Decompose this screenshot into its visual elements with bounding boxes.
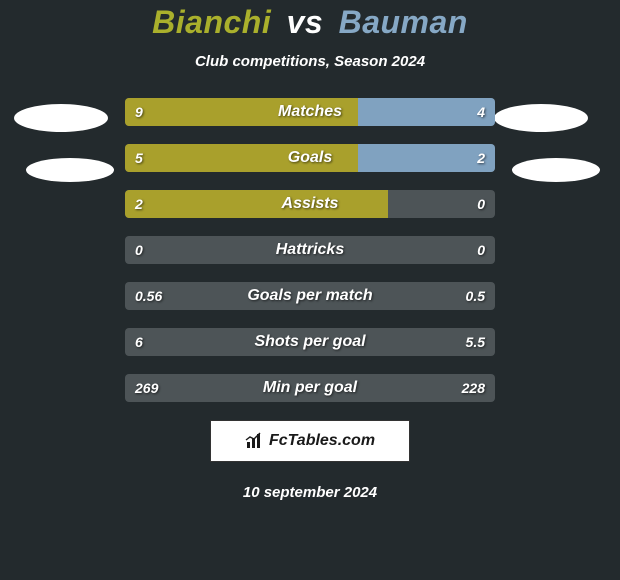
- stat-label: Shots per goal: [125, 328, 495, 356]
- title-player2: Bauman: [339, 4, 468, 40]
- chart-icon: [245, 432, 263, 450]
- decorative-ellipse: [26, 158, 114, 182]
- stat-label: Assists: [125, 190, 495, 218]
- title-vs: vs: [287, 4, 324, 40]
- comparison-card: Bianchi vs Bauman Club competitions, Sea…: [0, 0, 620, 580]
- stat-label: Hattricks: [125, 236, 495, 264]
- page-title: Bianchi vs Bauman: [0, 4, 620, 41]
- stat-label: Matches: [125, 98, 495, 126]
- brand-text: FcTables.com: [269, 432, 375, 450]
- stat-label: Goals per match: [125, 282, 495, 310]
- subtitle: Club competitions, Season 2024: [0, 53, 620, 70]
- footer-date: 10 september 2024: [0, 484, 620, 501]
- title-player1: Bianchi: [152, 4, 271, 40]
- chart-area: 94Matches 52Goals 20Assists 00Hattricks 0.56…: [0, 98, 620, 402]
- stat-label: Goals: [125, 144, 495, 172]
- decorative-ellipse: [494, 104, 588, 132]
- decorative-ellipse: [14, 104, 108, 132]
- decorative-ellipse: [512, 158, 600, 182]
- stat-row: 52Goals: [125, 144, 495, 172]
- stat-row: 00Hattricks: [125, 236, 495, 264]
- stat-row: 94Matches: [125, 98, 495, 126]
- brand-badge[interactable]: FcTables.com: [210, 420, 410, 462]
- stat-bars: 94Matches 52Goals 20Assists 00Hattricks 0.56…: [125, 98, 495, 402]
- stat-row: 20Assists: [125, 190, 495, 218]
- stat-label: Min per goal: [125, 374, 495, 402]
- stat-row: 65.5Shots per goal: [125, 328, 495, 356]
- stat-row: 0.560.5Goals per match: [125, 282, 495, 310]
- stat-row: 269228Min per goal: [125, 374, 495, 402]
